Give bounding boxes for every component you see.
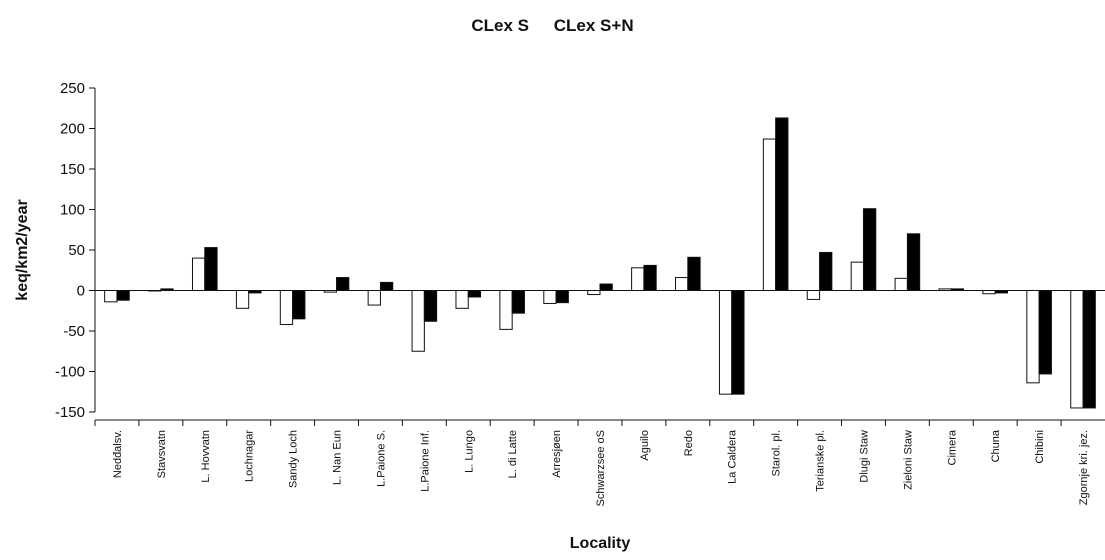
bar-clex-sn bbox=[1082, 290, 1096, 409]
x-category-label: Cimera bbox=[946, 429, 958, 465]
bar-clex-s bbox=[631, 267, 645, 292]
bar-clex-s bbox=[894, 277, 908, 292]
x-category-label: Nedđalsv. bbox=[112, 430, 124, 478]
bar-clex-sn bbox=[775, 117, 789, 291]
bar-clex-s bbox=[1070, 290, 1084, 409]
legend-series-1-label: CLex S bbox=[471, 16, 530, 35]
bar-clex-sn bbox=[248, 290, 262, 294]
bar-clex-s bbox=[675, 277, 689, 292]
x-category-label: Schwarzsee oS bbox=[595, 430, 607, 506]
bar-clex-sn bbox=[643, 264, 657, 292]
bar-clex-s bbox=[762, 138, 777, 291]
x-category-label: L. di Latte bbox=[507, 430, 519, 478]
bar-clex-sn bbox=[819, 251, 833, 291]
x-category-label: Terianske pl. bbox=[815, 430, 827, 492]
bar-clex-sn bbox=[906, 233, 921, 292]
bar-clex-sn bbox=[862, 208, 877, 291]
bar-clex-sn bbox=[160, 288, 174, 292]
bar-clex-sn bbox=[379, 281, 394, 291]
bar-clex-sn bbox=[511, 290, 525, 314]
y-tick-label: -150 bbox=[55, 404, 85, 421]
bar-clex-sn bbox=[336, 277, 350, 292]
x-category-label: L. Lungo bbox=[463, 430, 475, 473]
bar-clex-sn bbox=[731, 290, 745, 395]
x-axis-title: Locality bbox=[570, 535, 631, 552]
y-tick-label: 200 bbox=[60, 121, 85, 138]
bar-clex-s bbox=[718, 290, 733, 395]
bar-clex-s bbox=[1026, 290, 1040, 384]
bar-clex-s bbox=[279, 290, 294, 326]
x-category-label: Sandy Loch bbox=[288, 430, 300, 488]
x-category-label: Redo bbox=[683, 430, 695, 456]
x-category-label: L.Paione Inf. bbox=[419, 430, 431, 492]
x-category-label: Stavsvatn bbox=[156, 430, 168, 478]
bar-clex-s bbox=[938, 288, 952, 292]
bar-clex-s bbox=[411, 290, 425, 352]
bar-clex-sn bbox=[1038, 290, 1052, 375]
x-category-label: Arresjøen bbox=[551, 430, 563, 478]
x-category-label: Chuna bbox=[990, 429, 1002, 462]
bar-clex-sn bbox=[423, 290, 438, 322]
x-category-label: Dlugi Staw bbox=[858, 430, 870, 483]
bar-clex-s bbox=[587, 290, 601, 296]
x-category-label: Chibini bbox=[1034, 430, 1046, 464]
bar-clex-s bbox=[850, 261, 864, 291]
x-category-label: La Caldera bbox=[727, 429, 739, 484]
y-axis-title: keq/km2/year bbox=[14, 199, 31, 300]
x-category-label: L.Paione S. bbox=[375, 430, 387, 487]
x-category-label: Aguilo bbox=[639, 430, 651, 461]
bar-clex-s bbox=[455, 290, 469, 309]
x-category-label: L. Nan Eun bbox=[332, 430, 344, 485]
y-tick-label: -50 bbox=[63, 323, 85, 340]
x-category-label: Zieloni Staw bbox=[902, 430, 914, 490]
bar-clex-s bbox=[148, 290, 162, 292]
y-tick-label: 50 bbox=[68, 242, 85, 259]
bar-clex-s bbox=[543, 290, 557, 304]
bar-clex-sn bbox=[994, 290, 1009, 294]
bar-clex-sn bbox=[116, 290, 130, 301]
y-tick-label: 150 bbox=[60, 161, 85, 178]
bar-clex-sn bbox=[204, 247, 218, 292]
bar-clex-s bbox=[806, 290, 821, 300]
x-category-label: Zgornje kri. jez. bbox=[1078, 430, 1090, 505]
bar-clex-s bbox=[235, 290, 250, 309]
bar-clex-s bbox=[982, 290, 996, 295]
bar-clex-sn bbox=[599, 283, 613, 291]
x-category-label: Starol. pl. bbox=[771, 430, 783, 476]
x-category-label: Lochnagar bbox=[244, 430, 256, 482]
bar-clex-sn bbox=[950, 288, 965, 292]
y-tick-label: 100 bbox=[60, 202, 85, 219]
bar-clex-s bbox=[323, 290, 338, 293]
bar-clex-sn bbox=[292, 290, 306, 320]
bar-clex-s bbox=[367, 290, 381, 306]
bar-clex-sn bbox=[467, 290, 482, 298]
bar-clex-sn bbox=[555, 290, 569, 304]
bar-clex-s bbox=[191, 257, 206, 292]
bar-clex-s bbox=[104, 290, 118, 303]
y-tick-label: 0 bbox=[77, 283, 85, 300]
y-tick-label: 250 bbox=[60, 80, 85, 97]
x-category-label: L. Hovvatn bbox=[200, 430, 212, 483]
legend-series-2-label: CLex S+N bbox=[553, 16, 634, 35]
chart-title: CLex S CLex S+N bbox=[0, 16, 1105, 36]
bar-clex-sn bbox=[687, 256, 701, 292]
bar-clex-s bbox=[499, 290, 513, 330]
y-tick-label: -100 bbox=[55, 364, 85, 381]
